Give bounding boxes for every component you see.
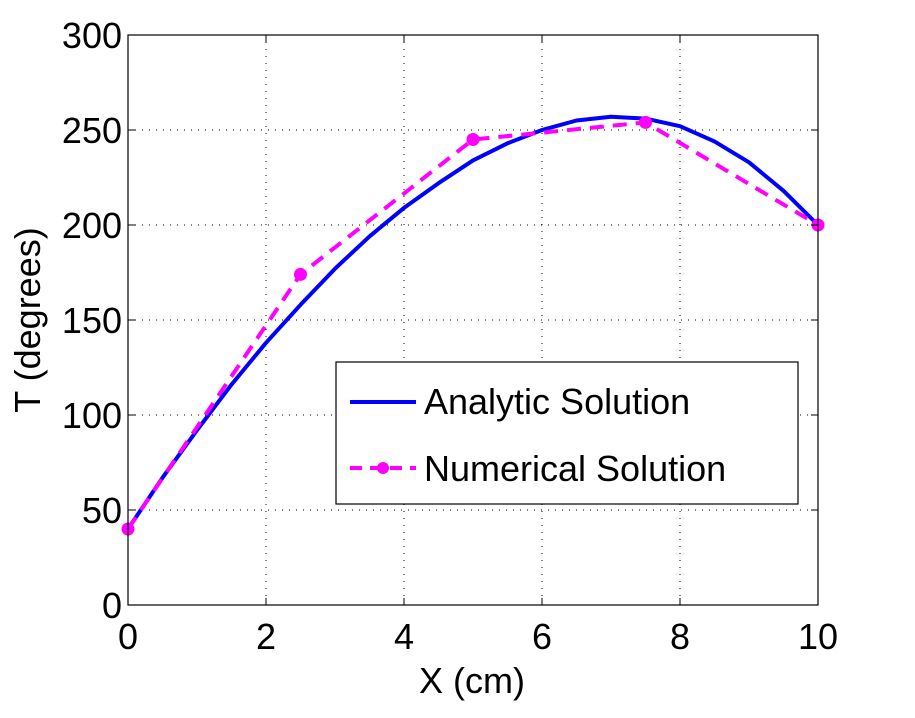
y-tick-label: 150 (62, 300, 122, 341)
legend-marker-numerical (377, 462, 389, 474)
legend-label-analytic: Analytic Solution (424, 381, 690, 422)
x-tick-label: 2 (256, 616, 276, 657)
legend: Analytic Solution Numerical Solution (335, 361, 799, 505)
y-tick-label: 50 (82, 490, 122, 531)
x-tick-label: 8 (670, 616, 690, 657)
data-point-marker (294, 267, 307, 281)
y-tick-label: 100 (62, 395, 122, 436)
series-line-0 (126, 114, 820, 531)
legend-box (335, 361, 799, 505)
data-point-marker (639, 115, 652, 129)
y-tick-label: 250 (62, 110, 122, 151)
x-tick-label: 6 (532, 616, 552, 657)
y-tick-label: 0 (102, 585, 122, 626)
x-tick-label: 4 (394, 616, 414, 657)
x-tick-label: 10 (798, 616, 838, 657)
data-point-marker (466, 133, 480, 146)
y-tick-label: 300 (62, 15, 122, 56)
y-axis-label: T (degrees) (7, 227, 48, 412)
series-line-1 (126, 120, 820, 531)
y-tick-label: 200 (62, 205, 122, 246)
x-axis-label: X (cm) (419, 660, 525, 701)
legend-label-numerical: Numerical Solution (424, 448, 726, 489)
plot-frame (127, 34, 819, 606)
grid-lines (127, 34, 819, 606)
plot-series (121, 114, 825, 536)
x-tick-label: 0 (118, 616, 138, 657)
